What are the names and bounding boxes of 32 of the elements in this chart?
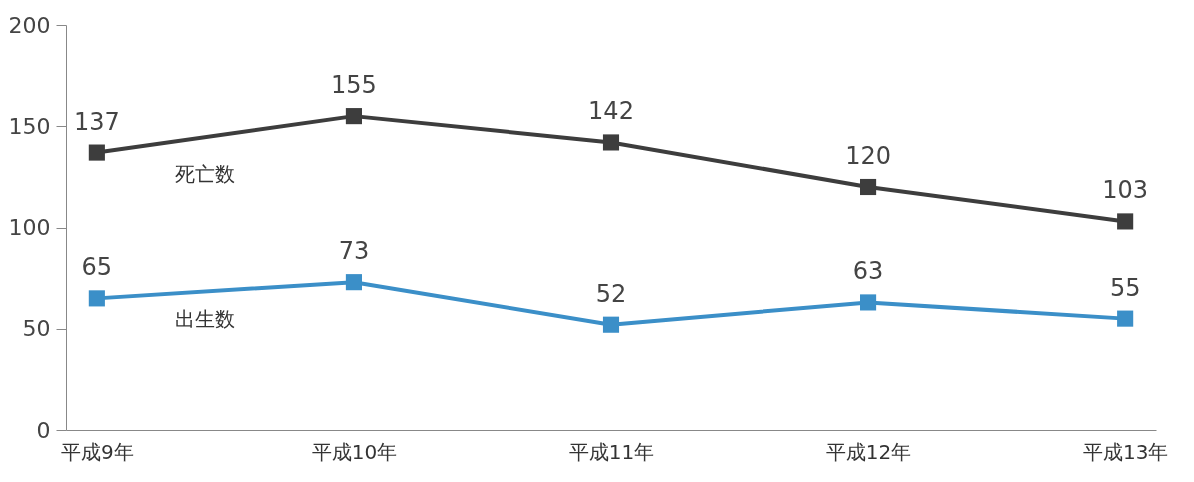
y-tick-label: 150 — [8, 113, 51, 139]
data-label: 65 — [81, 253, 113, 282]
x-tick-label: 平成12年 — [825, 439, 912, 464]
point — [602, 134, 620, 151]
y-tick-label: 100 — [8, 215, 51, 240]
series-label: 出生数 — [174, 307, 235, 332]
data-label: 120 — [845, 142, 891, 170]
point — [88, 290, 105, 307]
y-tick-label: 50 — [22, 316, 51, 342]
data-label: 52 — [595, 279, 627, 308]
point — [1117, 213, 1134, 230]
data-label: 73 — [338, 237, 370, 266]
series-label: 死亡数 — [174, 161, 235, 186]
point — [860, 294, 877, 311]
data-label: 155 — [331, 71, 377, 100]
x-tick-label: 平成9年 — [60, 439, 134, 464]
x-tick-label: 平成10年 — [311, 439, 398, 464]
data-label: 142 — [588, 97, 634, 126]
point — [345, 108, 362, 125]
x-tick-label: 平成13年 — [1082, 439, 1169, 464]
x-tick-label: 平成11年 — [568, 439, 655, 464]
point — [860, 178, 877, 196]
point — [345, 274, 362, 291]
data-label: 63 — [852, 257, 884, 286]
point — [602, 316, 620, 333]
data-label: 103 — [1102, 176, 1149, 205]
y-tick-label: 0 — [36, 417, 51, 443]
data-label: 137 — [73, 107, 120, 136]
point — [88, 144, 105, 161]
y-tick-label: 200 — [8, 12, 51, 38]
point — [1117, 310, 1134, 327]
data-label: 55 — [1109, 273, 1141, 302]
